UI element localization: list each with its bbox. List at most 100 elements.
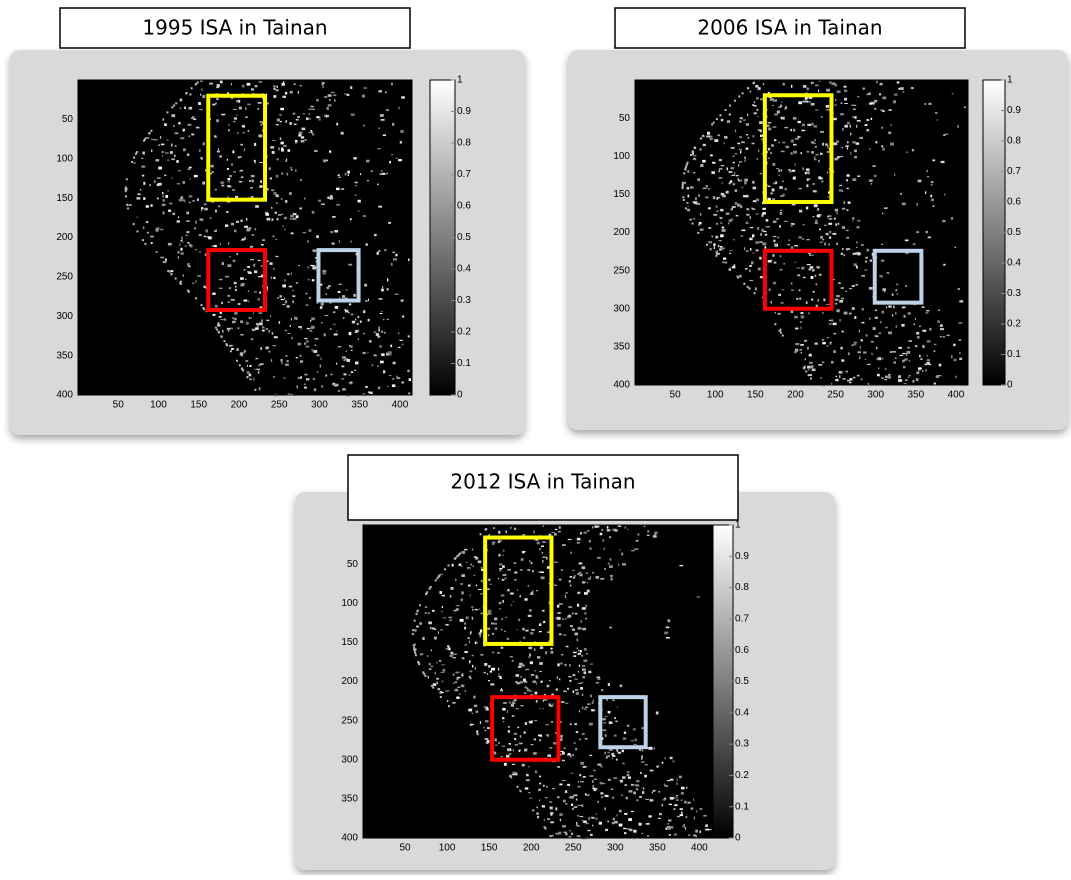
image-speck xyxy=(349,218,352,221)
image-speck xyxy=(871,101,875,105)
image-speck xyxy=(893,100,897,104)
image-speck xyxy=(611,821,615,825)
image-speck xyxy=(354,318,357,321)
image-speck xyxy=(243,350,246,354)
image-speck xyxy=(676,782,678,785)
image-speck xyxy=(452,673,455,676)
image-speck xyxy=(214,188,217,191)
image-speck xyxy=(378,298,383,300)
image-speck xyxy=(514,738,517,741)
image-speck xyxy=(908,340,913,342)
image-speck xyxy=(595,817,598,820)
image-speck xyxy=(624,812,628,815)
image-speck xyxy=(261,326,265,329)
image-speck xyxy=(724,109,727,112)
image-speck xyxy=(386,318,389,320)
image-speck xyxy=(730,266,732,269)
image-speck xyxy=(592,572,595,574)
image-speck xyxy=(330,230,334,234)
image-speck xyxy=(810,82,813,84)
image-speck xyxy=(714,139,719,142)
image-speck xyxy=(331,242,335,245)
image-speck xyxy=(746,134,749,136)
image-speck xyxy=(201,158,203,161)
image-speck xyxy=(839,184,842,187)
image-speck xyxy=(597,678,600,680)
image-speck xyxy=(413,619,416,622)
image-speck xyxy=(464,622,466,625)
image-speck xyxy=(625,796,628,800)
image-speck xyxy=(564,664,567,666)
image-speck xyxy=(197,275,201,277)
image-speck xyxy=(203,235,207,238)
image-speck xyxy=(184,245,187,247)
image-speck xyxy=(580,532,582,535)
image-speck xyxy=(712,121,715,124)
image-speck xyxy=(504,577,507,580)
image-speck xyxy=(916,332,920,335)
image-speck xyxy=(601,737,604,740)
image-speck xyxy=(532,570,534,573)
image-speck xyxy=(693,147,696,150)
image-speck xyxy=(469,723,474,726)
image-speck xyxy=(468,584,471,587)
image-speck xyxy=(536,541,540,545)
image-speck xyxy=(853,263,857,267)
image-speck xyxy=(523,636,526,640)
image-speck xyxy=(398,159,402,162)
image-speck xyxy=(734,202,738,205)
image-speck xyxy=(171,177,173,179)
image-speck xyxy=(279,137,282,141)
image-speck xyxy=(604,807,606,811)
image-speck xyxy=(706,135,711,138)
image-speck xyxy=(540,576,545,580)
image-speck xyxy=(687,205,689,207)
image-speck xyxy=(216,119,219,123)
image-speck xyxy=(386,109,389,111)
image-speck xyxy=(780,150,785,153)
image-speck xyxy=(673,808,676,810)
image-speck xyxy=(327,196,330,200)
image-speck xyxy=(424,612,427,614)
image-speck xyxy=(341,378,345,380)
image-speck xyxy=(518,618,521,621)
image-speck xyxy=(574,632,578,636)
image-speck xyxy=(254,228,257,231)
image-speck xyxy=(859,136,863,139)
image-speck xyxy=(322,273,327,275)
image-speck xyxy=(580,687,583,690)
image-speck xyxy=(503,720,505,723)
image-speck xyxy=(609,536,612,539)
image-speck xyxy=(509,774,512,777)
image-speck xyxy=(846,147,849,150)
image-speck xyxy=(491,632,495,635)
image-speck xyxy=(484,729,487,732)
image-speck xyxy=(840,113,844,116)
image-speck xyxy=(884,379,888,381)
image-speck xyxy=(557,766,560,768)
image-speck xyxy=(208,236,212,240)
image-speck xyxy=(903,314,906,318)
image-speck xyxy=(878,367,880,369)
image-speck xyxy=(851,285,855,287)
image-speck xyxy=(895,283,899,285)
colorbar-tick-label: 0.9 xyxy=(457,106,471,117)
image-speck xyxy=(501,745,506,747)
image-speck xyxy=(819,80,821,83)
image-speck xyxy=(781,289,785,291)
image-speck xyxy=(408,378,412,381)
image-speck xyxy=(619,549,621,551)
image-speck xyxy=(692,834,697,837)
image-speck xyxy=(459,552,462,555)
image-speck xyxy=(818,273,822,276)
image-speck xyxy=(847,121,850,125)
image-speck xyxy=(585,572,588,574)
image-speck xyxy=(604,715,608,718)
image-speck xyxy=(284,228,286,231)
image-speck xyxy=(572,753,574,757)
image-speck xyxy=(271,359,273,362)
highlight-box xyxy=(598,695,648,750)
image-speck xyxy=(379,345,382,348)
image-speck xyxy=(162,199,165,202)
image-speck xyxy=(722,194,726,198)
